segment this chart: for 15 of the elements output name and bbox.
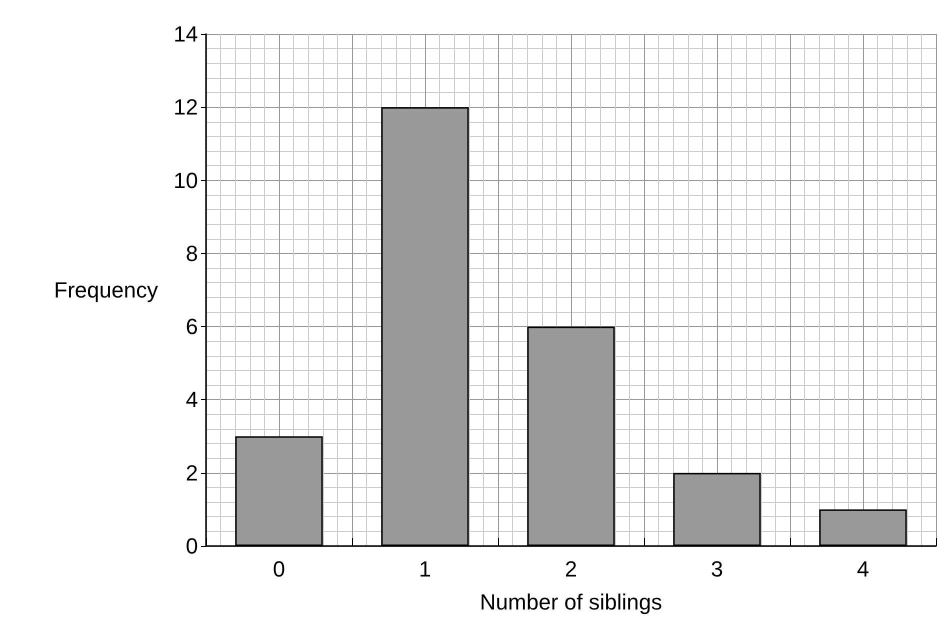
- y-axis-title: Frequency: [54, 278, 158, 302]
- x-axis-title: Number of siblings: [480, 590, 662, 614]
- x-tick-label: 0: [272, 556, 286, 582]
- x-tick-label: 2: [564, 556, 578, 582]
- y-tick-label: 6: [186, 314, 198, 340]
- y-tick-label: 10: [174, 168, 198, 193]
- x-tick-label: 4: [856, 556, 870, 582]
- x-tick-label: 3: [710, 556, 724, 582]
- y-tick-label: 14: [174, 22, 198, 46]
- y-tick-label: 12: [174, 94, 198, 120]
- y-tick-label: 2: [186, 460, 198, 486]
- y-tick-label: 8: [186, 240, 198, 266]
- y-tick-label: 4: [186, 387, 198, 412]
- x-tick-label: 1: [418, 556, 432, 582]
- y-tick-label: 0: [186, 534, 198, 558]
